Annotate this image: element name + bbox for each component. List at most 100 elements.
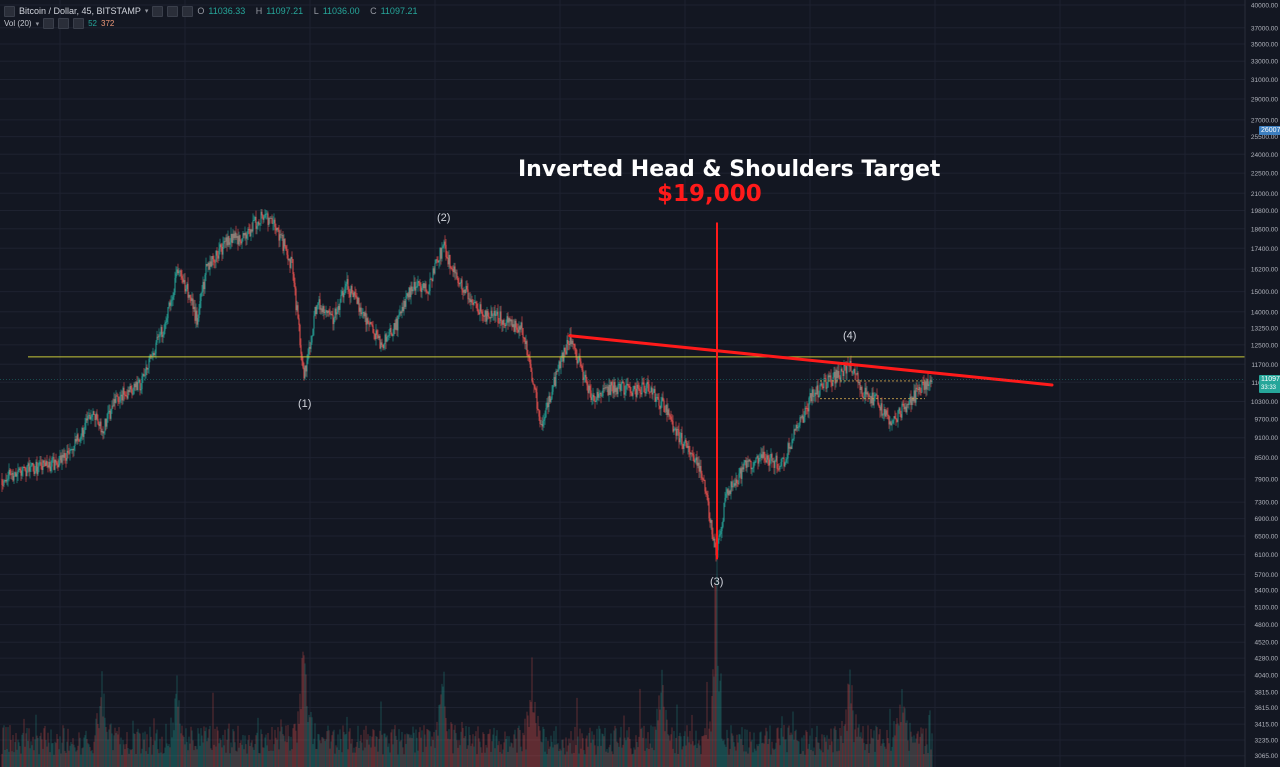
volume-bar (9, 725, 11, 767)
volume-bar (363, 729, 365, 767)
candle-body (871, 392, 873, 404)
volume-bar (914, 742, 916, 767)
candle-body (585, 374, 587, 383)
volume-bar (33, 750, 35, 767)
candle-body (763, 451, 765, 458)
volume-bar (57, 738, 59, 767)
volume-bar (315, 748, 317, 767)
volume-bar (457, 747, 459, 767)
volume-bar (444, 706, 446, 767)
candle-body (877, 395, 879, 405)
candle-body (483, 316, 485, 317)
price-axis-tick-label: 6900.00 (1255, 516, 1279, 523)
volume-bar (369, 735, 371, 767)
candle-body (47, 465, 49, 468)
volume-bar (292, 728, 294, 767)
volume-bar (70, 741, 72, 767)
volume-bar (40, 732, 42, 767)
volume-bar (214, 728, 216, 767)
volume-bar (597, 746, 599, 767)
volume-bar (425, 746, 427, 767)
candle-body (137, 382, 139, 391)
candle-body (733, 483, 735, 487)
volume-bar (85, 730, 87, 767)
candle-body (588, 385, 590, 393)
volume-bar (641, 727, 643, 767)
candle-body (658, 399, 660, 406)
candle-body (314, 306, 316, 316)
candle-body (333, 318, 335, 325)
volume-bar (260, 729, 262, 767)
candle-body (89, 415, 91, 420)
visibility-toggle-icon[interactable] (43, 18, 55, 29)
candle-body (549, 395, 551, 403)
volume-bar (685, 745, 687, 767)
volume-bar (475, 731, 477, 767)
settings-icon[interactable] (167, 5, 179, 17)
volume-bar (687, 736, 689, 767)
candle-body (682, 444, 684, 449)
volume-bar (686, 725, 688, 767)
candle-body (238, 235, 240, 245)
candle-body (218, 248, 220, 259)
volume-bar (825, 741, 827, 767)
candle-body (528, 355, 530, 358)
candle-body (36, 461, 38, 475)
symbol-name[interactable]: Bitcoin / Dollar, 45, BITSTAMP (19, 6, 141, 16)
candle-body (338, 306, 340, 310)
volume-bar (343, 731, 345, 767)
volume-bar (728, 754, 730, 767)
volume-bar (217, 730, 219, 767)
volume-bar (270, 750, 272, 767)
volume-bar (79, 737, 81, 767)
candle-body (78, 440, 80, 442)
candle-body (909, 396, 911, 403)
candle-body (169, 302, 171, 306)
volume-bar (656, 708, 658, 767)
volume-bar (189, 743, 191, 767)
chevron-down-icon[interactable]: ▾ (35, 20, 40, 28)
ohlc-value-high: 11097.21 (266, 6, 304, 16)
volume-bar (611, 751, 613, 767)
volume-bar (585, 738, 587, 767)
settings-icon[interactable] (58, 18, 70, 29)
volume-bar (453, 729, 455, 767)
close-icon[interactable] (182, 5, 194, 17)
candle-body (408, 287, 410, 298)
volume-bar (508, 736, 510, 767)
chevron-down-icon[interactable]: ▾ (144, 8, 149, 15)
volume-bar (31, 745, 33, 767)
candle-body (808, 397, 810, 412)
candle-body (876, 394, 878, 396)
candle-body (508, 318, 510, 323)
candle-body (48, 461, 50, 468)
candle-body (196, 310, 198, 325)
candle-body (270, 218, 272, 219)
volume-bar (558, 751, 560, 767)
candle-body (544, 417, 546, 420)
volume-label[interactable]: Vol (20) (4, 19, 32, 28)
volume-bar (526, 711, 528, 767)
volume-bar (432, 739, 434, 767)
candle-body (23, 466, 25, 468)
close-icon[interactable] (73, 18, 85, 29)
candle-body (761, 454, 763, 458)
candle-body (174, 278, 176, 293)
candle-body (703, 479, 705, 481)
volume-bar (332, 731, 334, 767)
volume-bar (742, 745, 744, 767)
visibility-toggle-icon[interactable] (152, 5, 164, 17)
candle-body (922, 381, 924, 383)
candle-body (822, 386, 824, 389)
candle-body (369, 322, 371, 325)
volume-bar (422, 752, 424, 767)
candle-body (416, 286, 418, 288)
candle-body (20, 470, 22, 476)
volume-bar (891, 746, 893, 767)
volume-bar (492, 734, 494, 767)
candle-body (463, 289, 465, 293)
candle-body (555, 370, 557, 387)
volume-bar (802, 751, 804, 767)
candle-body (799, 417, 801, 426)
